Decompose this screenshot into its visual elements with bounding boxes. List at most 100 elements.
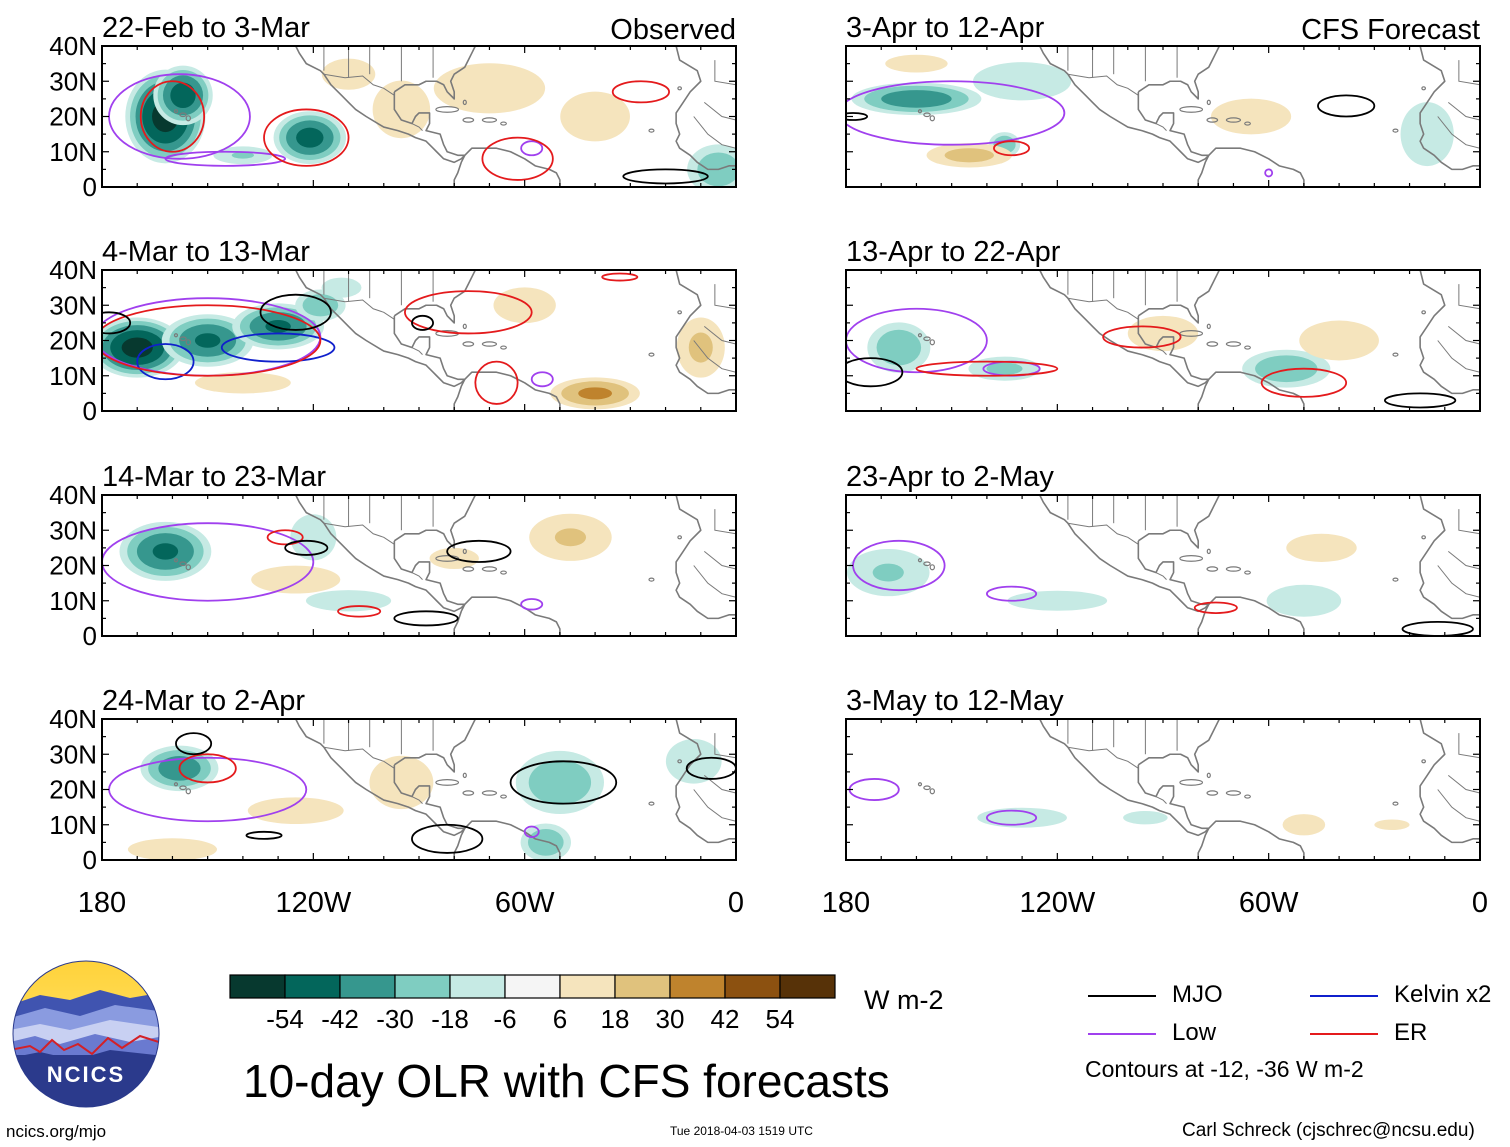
y-tick-label: 20N xyxy=(49,551,97,581)
borders xyxy=(323,270,736,373)
colorbar-label: 18 xyxy=(601,1004,630,1034)
coastline xyxy=(295,46,466,164)
island xyxy=(1206,548,1211,555)
border xyxy=(1067,746,1139,769)
y-tick-label: 40N xyxy=(49,255,97,285)
x-tick-label: 120W xyxy=(1019,887,1095,919)
island xyxy=(677,759,683,764)
island xyxy=(929,339,936,346)
panel-source: Observed xyxy=(610,14,736,46)
olr-anomaly-blob xyxy=(885,54,948,73)
coastline xyxy=(1419,270,1480,395)
y-tick-label: 10N xyxy=(49,810,97,840)
contour-er xyxy=(102,304,322,377)
border xyxy=(1155,572,1167,580)
contour-mjo xyxy=(411,823,484,854)
panel-field xyxy=(846,46,1480,187)
colorbar-label: 54 xyxy=(766,1004,795,1034)
contour-mjo xyxy=(1317,94,1376,118)
y-tick-label: 40N xyxy=(49,704,97,734)
island xyxy=(923,785,931,791)
panel-period: 14-Mar to 23-Mar xyxy=(102,461,326,493)
contour-mjo xyxy=(509,760,618,805)
legend-kelvin-line xyxy=(1310,995,1378,997)
colorbar-cell xyxy=(614,974,671,999)
border xyxy=(1458,733,1480,759)
contour-mjo xyxy=(846,112,869,121)
island xyxy=(179,785,187,791)
island xyxy=(185,115,192,122)
island xyxy=(1421,86,1427,91)
panel-field xyxy=(102,270,736,411)
contour-mjo xyxy=(175,732,213,756)
colorbar-label: -18 xyxy=(431,1004,469,1034)
legend-er-line xyxy=(1310,1033,1378,1035)
island xyxy=(173,558,179,563)
contour-er xyxy=(1102,325,1182,349)
island xyxy=(1421,310,1427,315)
panel-source: CFS Forecast xyxy=(1301,14,1480,46)
olr-level xyxy=(1374,819,1410,831)
colorbar-cell xyxy=(559,974,616,999)
map-panel-7: 23-Apr to 2-May xyxy=(845,461,1481,637)
contour-low xyxy=(108,73,251,160)
border xyxy=(714,733,736,759)
olr-anomaly-blob xyxy=(213,146,273,165)
olr-anomaly-blob xyxy=(968,356,1041,381)
island xyxy=(435,779,460,786)
island xyxy=(1225,566,1242,572)
olr-level xyxy=(881,90,952,108)
coastline xyxy=(295,719,466,837)
contour-er xyxy=(611,80,670,104)
island xyxy=(173,109,179,114)
y-tick-label: 30N xyxy=(49,515,97,545)
island xyxy=(500,345,507,350)
ticks xyxy=(101,269,737,412)
contour-er xyxy=(178,753,237,784)
olr-anomaly-blob xyxy=(1007,590,1108,611)
border xyxy=(1447,551,1480,570)
island xyxy=(500,570,507,575)
olr-anomaly-blob xyxy=(1374,819,1410,831)
island xyxy=(648,352,655,357)
y-tick-label: 10N xyxy=(49,361,97,391)
olr-anomaly-blob xyxy=(493,287,556,324)
olr-level xyxy=(493,287,556,324)
border xyxy=(1155,796,1167,804)
coastline xyxy=(1039,719,1210,837)
olr-level xyxy=(265,320,291,333)
island xyxy=(1179,555,1204,562)
contour-mjo xyxy=(245,830,283,840)
colorbar-label: 42 xyxy=(711,1004,740,1034)
coastline xyxy=(675,46,736,171)
island xyxy=(677,535,683,540)
olr-level xyxy=(433,63,546,114)
island xyxy=(462,790,475,796)
contour-mjo xyxy=(446,539,512,563)
border xyxy=(411,572,423,580)
contour-mjo xyxy=(259,293,332,331)
olr-level xyxy=(231,151,255,159)
border xyxy=(714,509,736,535)
island xyxy=(185,564,192,571)
figure-title: 10-day OLR with CFS forecasts xyxy=(243,1055,890,1107)
contour-er xyxy=(337,605,382,618)
border xyxy=(323,73,395,96)
border xyxy=(1458,284,1480,310)
border xyxy=(1437,340,1480,373)
contour-low xyxy=(852,539,946,592)
olr-level xyxy=(372,80,431,139)
panel-field xyxy=(108,46,736,187)
border xyxy=(703,326,736,345)
contour-low xyxy=(985,585,1038,602)
island xyxy=(462,772,467,779)
olr-anomaly-blob xyxy=(119,521,212,581)
colorbar-cell xyxy=(449,974,506,999)
island xyxy=(1244,570,1251,575)
olr-anomaly-blob xyxy=(273,111,347,165)
contour-er xyxy=(404,290,533,335)
border xyxy=(1155,123,1167,131)
legend-er-label: ER xyxy=(1394,1019,1428,1046)
